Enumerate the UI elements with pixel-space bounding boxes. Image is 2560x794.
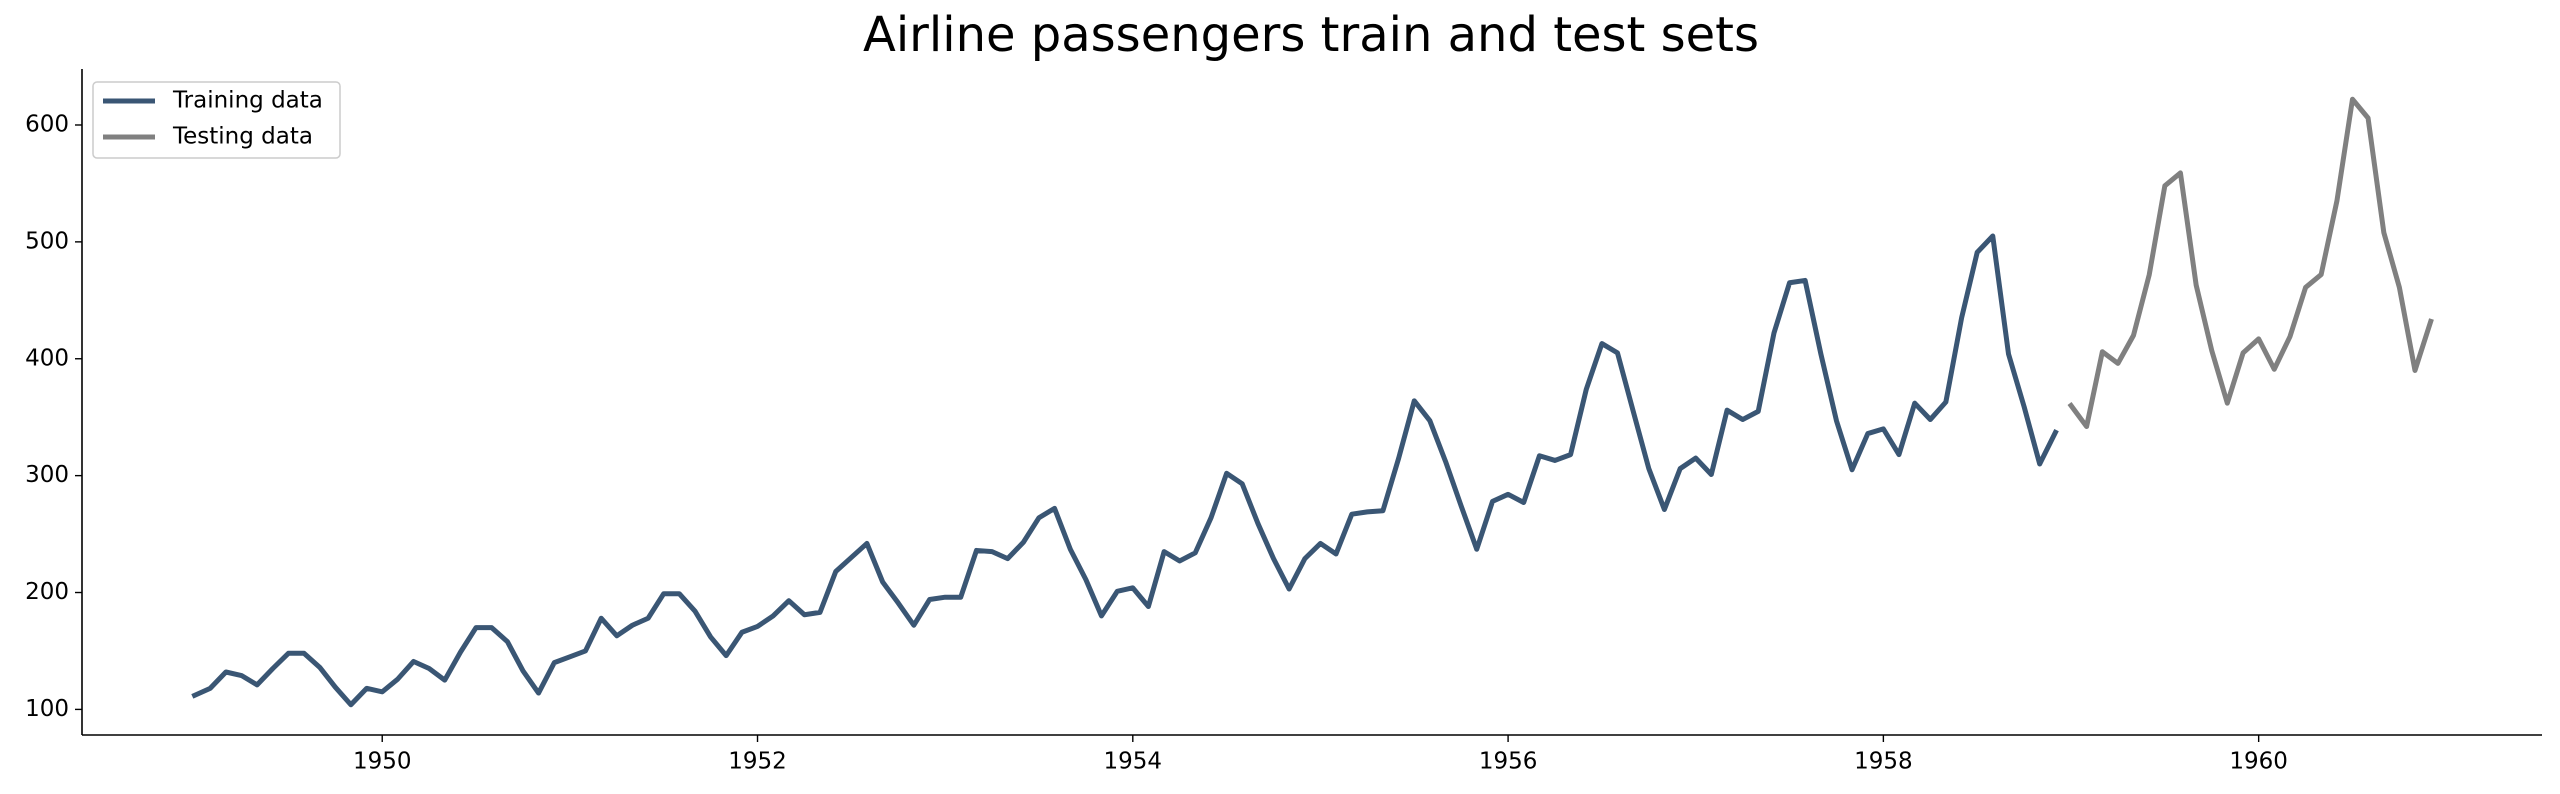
x-tick-label: 1952 [728,749,787,775]
chart-title: Airline passengers train and test sets [863,7,1759,63]
y-tick-label: 200 [25,579,69,605]
y-tick-label: 400 [25,345,69,371]
legend-label: Training data [172,88,323,114]
x-tick-label: 1954 [1104,749,1163,775]
x-tick-label: 1956 [1479,749,1538,775]
y-tick-label: 300 [25,462,69,488]
data-line [191,233,2059,708]
data-line [2067,96,2434,430]
legend-label: Testing data [172,124,313,150]
x-tick-label: 1950 [353,749,412,775]
y-tick-label: 600 [25,111,69,137]
y-tick-label: 100 [25,696,69,722]
x-tick-label: 1958 [1854,749,1913,775]
y-tick-label: 500 [25,228,69,254]
x-tick-label: 1960 [2229,749,2288,775]
